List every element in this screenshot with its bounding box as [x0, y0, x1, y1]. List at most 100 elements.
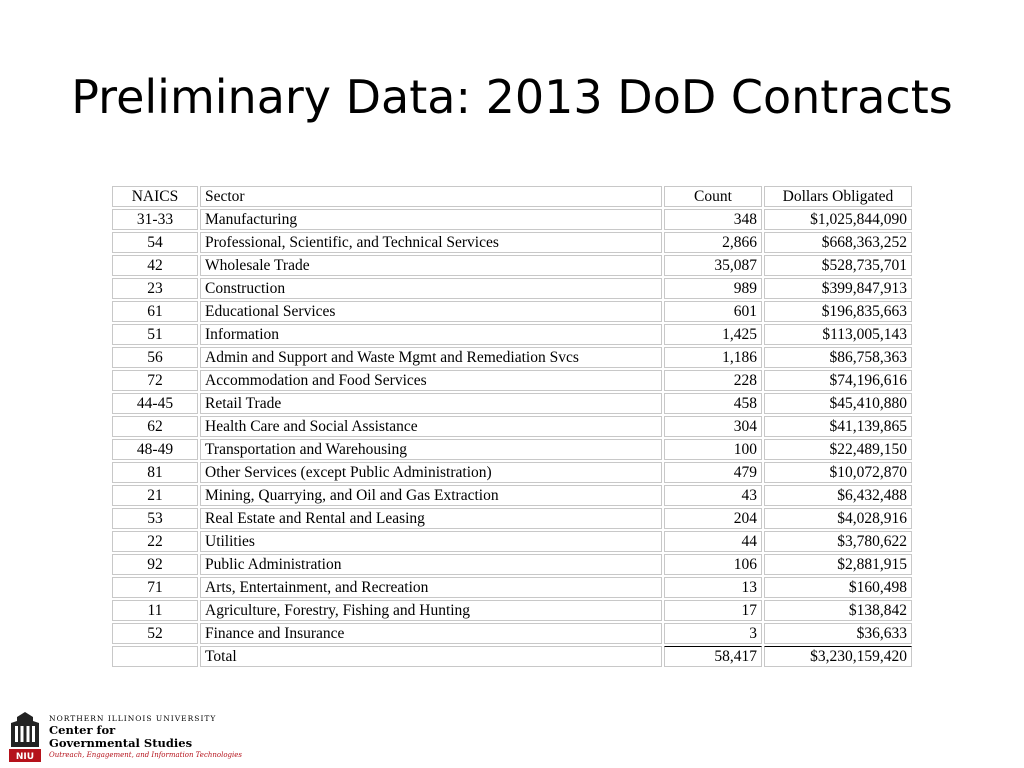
table-body: 31-33 Manufacturing 348 $1,025,844,090 54 Pro… [112, 209, 912, 644]
naics-cell: 11 [112, 600, 198, 621]
table-row: 71 Arts, Entertainment, and Recreation 13 $… [112, 577, 912, 598]
dollars-cell: $668,363,252 [764, 232, 912, 253]
naics-cell: 22 [112, 531, 198, 552]
total-count: 58,417 [664, 646, 762, 667]
naics-cell: 72 [112, 370, 198, 391]
sector-cell: Health Care and Social Assistance [200, 416, 662, 437]
naics-cell: 61 [112, 301, 198, 322]
sector-cell: Manufacturing [200, 209, 662, 230]
seal-window-1 [15, 726, 18, 742]
sector-cell: Arts, Entertainment, and Recreation [200, 577, 662, 598]
table-row: 44-45 Retail Trade 458 $45,410,880 [112, 393, 912, 414]
naics-cell: 53 [112, 508, 198, 529]
naics-cell: 92 [112, 554, 198, 575]
naics-cell: 48-49 [112, 439, 198, 460]
dollars-cell: $86,758,363 [764, 347, 912, 368]
slide-title: Preliminary Data: 2013 DoD Contracts [71, 70, 953, 124]
count-cell: 601 [664, 301, 762, 322]
center-name-line2: Governmental Studies [49, 736, 193, 750]
table-row: 72 Accommodation and Food Services 228 $74,… [112, 370, 912, 391]
count-cell: 17 [664, 600, 762, 621]
sector-cell: Other Services (except Public Administra… [200, 462, 662, 483]
sector-cell: Public Administration [200, 554, 662, 575]
dollars-cell: $196,835,663 [764, 301, 912, 322]
sector-cell: Information [200, 324, 662, 345]
table-row: 52 Finance and Insurance 3 $36,633 [112, 623, 912, 644]
count-cell: 44 [664, 531, 762, 552]
sector-cell: Real Estate and Rental and Leasing [200, 508, 662, 529]
count-cell: 989 [664, 278, 762, 299]
dollars-cell: $45,410,880 [764, 393, 912, 414]
table-row: 54 Professional, Scientific, and Technica… [112, 232, 912, 253]
naics-cell: 31-33 [112, 209, 198, 230]
count-cell: 2,866 [664, 232, 762, 253]
table-row: 21 Mining, Quarrying, and Oil and Gas Ext… [112, 485, 912, 506]
sector-cell: Agriculture, Forestry, Fishing and Hunti… [200, 600, 662, 621]
center-name-line1: Center for [49, 723, 116, 737]
count-cell: 304 [664, 416, 762, 437]
naics-cell: 42 [112, 255, 198, 276]
dollars-cell: $1,025,844,090 [764, 209, 912, 230]
sector-cell: Transportation and Warehousing [200, 439, 662, 460]
count-cell: 35,087 [664, 255, 762, 276]
count-cell: 43 [664, 485, 762, 506]
total-dollars: $3,230,159,420 [764, 646, 912, 667]
count-cell: 1,186 [664, 347, 762, 368]
dollars-cell: $113,005,143 [764, 324, 912, 345]
count-cell: 13 [664, 577, 762, 598]
total-naics-cell [112, 646, 198, 667]
table-header-row: NAICS Sector Count Dollars Obligated [112, 186, 912, 207]
count-cell: 348 [664, 209, 762, 230]
seal-window-3 [26, 726, 30, 742]
count-cell: 458 [664, 393, 762, 414]
header-sector: Sector [200, 186, 662, 207]
count-cell: 100 [664, 439, 762, 460]
table-row: 53 Real Estate and Rental and Leasing 204 $… [112, 508, 912, 529]
count-cell: 479 [664, 462, 762, 483]
table-row: 48-49 Transportation and Warehousing 100 $2… [112, 439, 912, 460]
center-tagline: Outreach, Engagement, and Information Te… [49, 751, 242, 759]
sector-cell: Finance and Insurance [200, 623, 662, 644]
dollars-cell: $3,780,622 [764, 531, 912, 552]
naics-cell: 56 [112, 347, 198, 368]
dollars-cell: $2,881,915 [764, 554, 912, 575]
naics-cell: 52 [112, 623, 198, 644]
header-count: Count [664, 186, 762, 207]
total-row: Total 58,417 $3,230,159,420 [112, 646, 912, 667]
table-row: 81 Other Services (except Public Administ… [112, 462, 912, 483]
dollars-cell: $399,847,913 [764, 278, 912, 299]
dollars-cell: $138,842 [764, 600, 912, 621]
university-name: NORTHERN ILLINOIS UNIVERSITY [49, 714, 217, 723]
sector-cell: Retail Trade [200, 393, 662, 414]
naics-cell: 62 [112, 416, 198, 437]
niu-seal-icon: NIU [9, 712, 41, 762]
sector-cell: Accommodation and Food Services [200, 370, 662, 391]
niu-cgs-logo: NIU NORTHERN ILLINOIS UNIVERSITY Center … [8, 711, 268, 765]
naics-cell: 44-45 [112, 393, 198, 414]
count-cell: 228 [664, 370, 762, 391]
seal-window-4 [32, 726, 35, 742]
table-row: 31-33 Manufacturing 348 $1,025,844,090 [112, 209, 912, 230]
sector-cell: Wholesale Trade [200, 255, 662, 276]
dollars-cell: $36,633 [764, 623, 912, 644]
sector-cell: Admin and Support and Waste Mgmt and Rem… [200, 347, 662, 368]
dollars-cell: $10,072,870 [764, 462, 912, 483]
table-row: 62 Health Care and Social Assistance 304 $4… [112, 416, 912, 437]
dollars-cell: $4,028,916 [764, 508, 912, 529]
dollars-cell: $22,489,150 [764, 439, 912, 460]
table-row: 23 Construction 989 $399,847,913 [112, 278, 912, 299]
header-naics: NAICS [112, 186, 198, 207]
dollars-cell: $528,735,701 [764, 255, 912, 276]
table-row: 92 Public Administration 106 $2,881,915 [112, 554, 912, 575]
count-cell: 106 [664, 554, 762, 575]
table-row: 51 Information 1,425 $113,005,143 [112, 324, 912, 345]
sector-cell: Professional, Scientific, and Technical … [200, 232, 662, 253]
naics-cell: 21 [112, 485, 198, 506]
sector-cell: Mining, Quarrying, and Oil and Gas Extra… [200, 485, 662, 506]
dollars-cell: $41,139,865 [764, 416, 912, 437]
total-label: Total [200, 646, 662, 667]
count-cell: 1,425 [664, 324, 762, 345]
count-cell: 204 [664, 508, 762, 529]
dollars-cell: $6,432,488 [764, 485, 912, 506]
naics-cell: 81 [112, 462, 198, 483]
